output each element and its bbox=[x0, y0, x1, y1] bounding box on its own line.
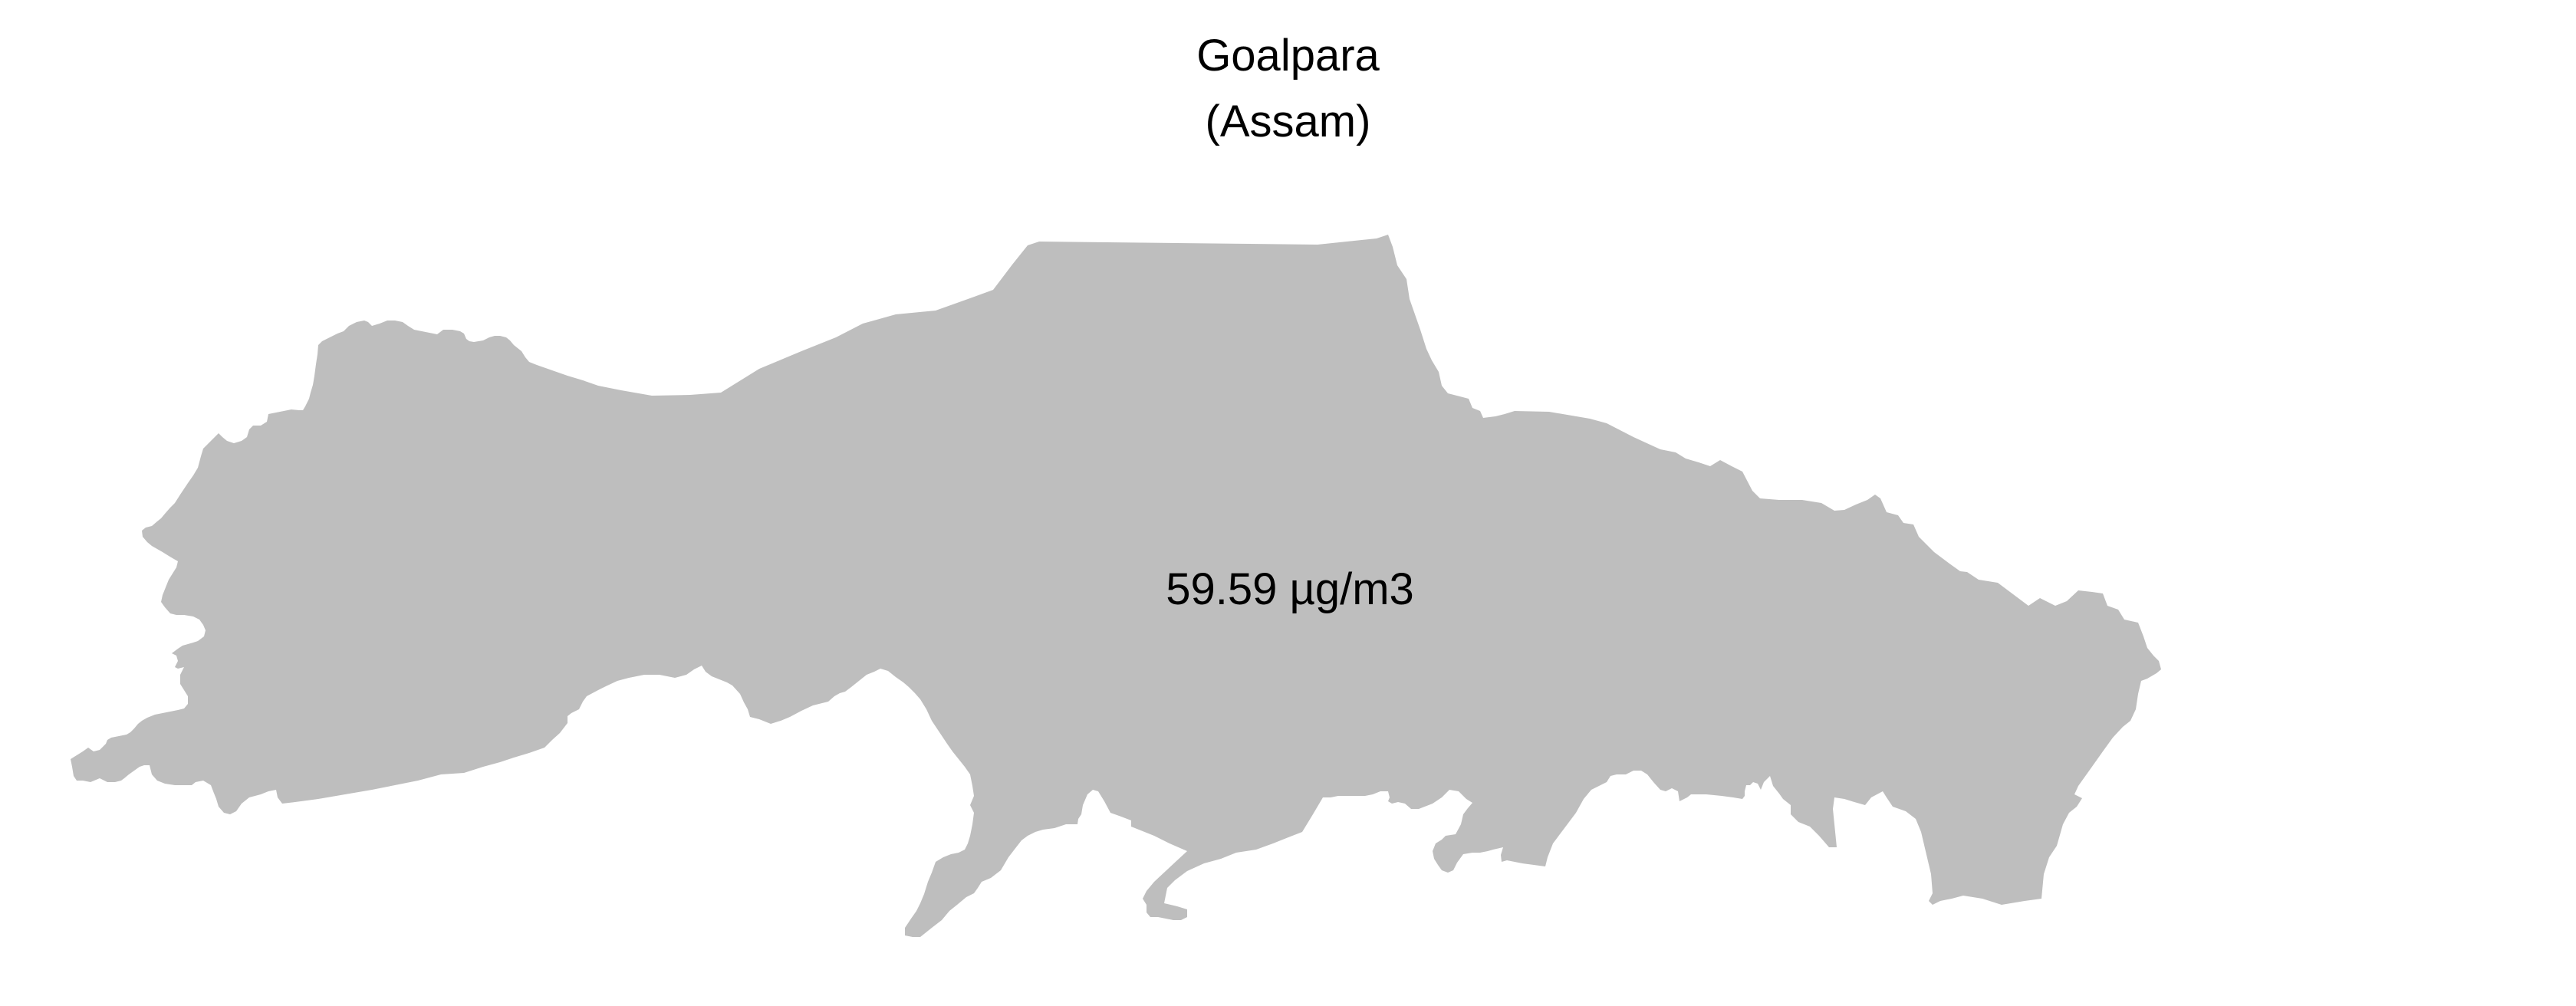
district-value-label: 59.59 µg/m3 bbox=[1166, 564, 1414, 614]
district-shape bbox=[71, 235, 2161, 937]
map-subtitle: (Assam) bbox=[1205, 97, 1371, 146]
map-title: Goalpara bbox=[1196, 31, 1380, 81]
